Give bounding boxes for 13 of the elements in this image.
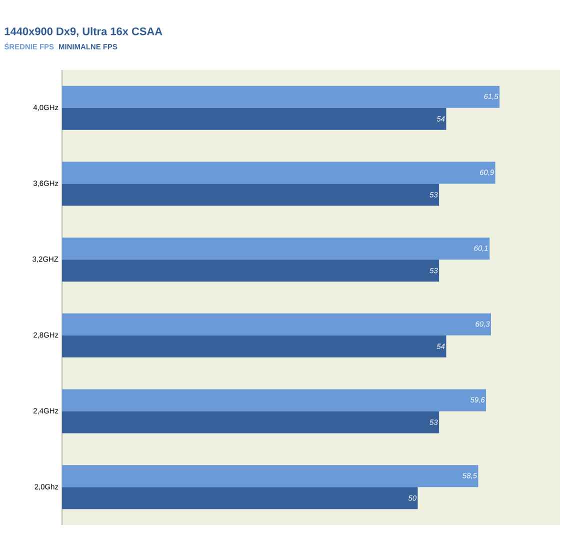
bar: [62, 86, 500, 108]
bar: [62, 465, 478, 488]
bar: [62, 313, 491, 336]
bar: [62, 162, 496, 184]
bar: [62, 487, 418, 510]
bar: [62, 238, 490, 260]
bar: [62, 389, 486, 412]
bar: [62, 335, 446, 358]
chart-title: 1440x900 Dx9, Ultra 16x CSAA: [4, 27, 162, 37]
bar: [62, 411, 440, 434]
bar: [62, 260, 440, 282]
bar: [62, 108, 446, 130]
bar: [62, 184, 440, 206]
